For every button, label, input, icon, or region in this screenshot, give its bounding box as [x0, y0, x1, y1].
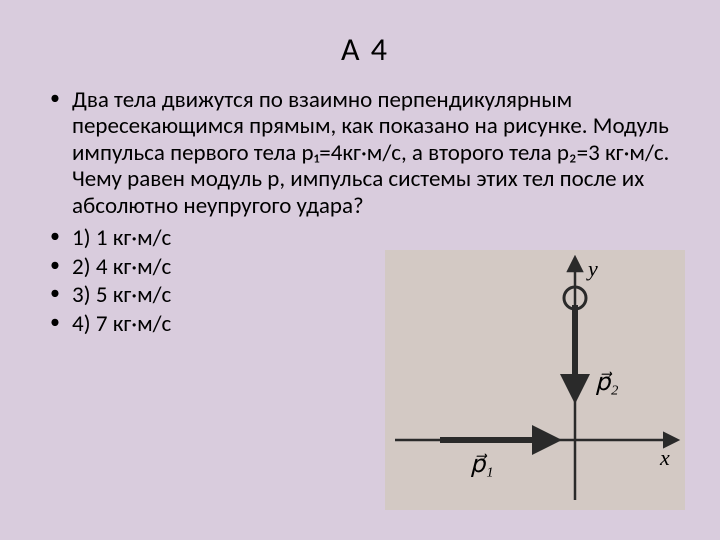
y-axis-label: y — [586, 256, 598, 281]
x-axis-label: x — [659, 445, 670, 470]
figure-bg — [385, 250, 685, 510]
slide-title: А 4 — [50, 30, 680, 69]
p1-label: p⃗₁ — [470, 452, 494, 478]
p2-label: p⃗₂ — [595, 370, 619, 396]
physics-diagram: y x p⃗₁ p⃗₂ — [385, 250, 685, 510]
question-text: Два тела движутся по взаимно перпендикул… — [50, 87, 680, 219]
option-1: 1) 1 кг·м/с — [50, 225, 680, 251]
